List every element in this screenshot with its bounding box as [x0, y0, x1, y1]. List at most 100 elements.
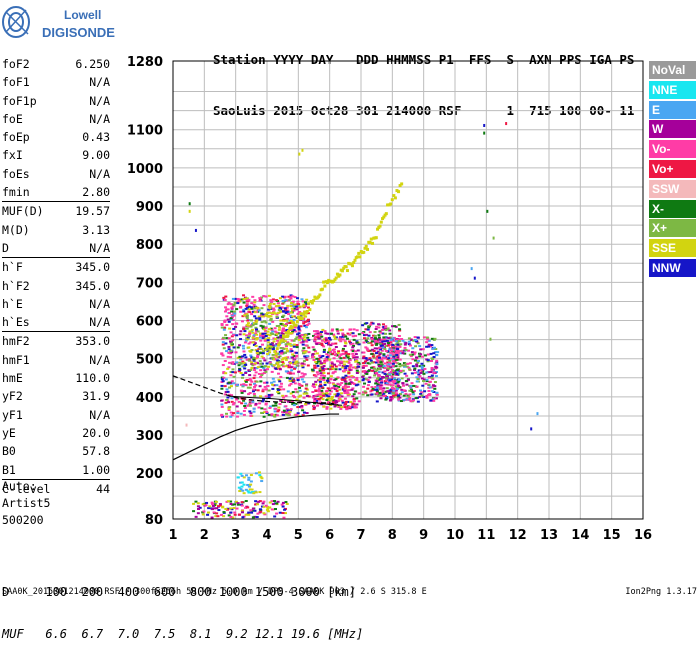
- sse-trace-point: [382, 215, 386, 219]
- echo-point: [282, 314, 286, 317]
- echo-point: [338, 395, 342, 398]
- echo-point: [318, 354, 322, 357]
- echo-point: [240, 504, 244, 507]
- echo-point: [220, 323, 224, 326]
- echo-point: [362, 351, 366, 354]
- echo-point: [293, 296, 297, 299]
- param-separator: [2, 331, 110, 333]
- echo-point: [430, 386, 434, 389]
- sse-trace-point: [323, 284, 327, 288]
- echo-point: [332, 399, 336, 402]
- echo-point: [326, 379, 330, 382]
- echo-point: [240, 391, 244, 394]
- echo-point: [281, 330, 285, 333]
- sse-trace-point: [310, 301, 314, 305]
- echo-point: [383, 342, 387, 345]
- echo-point: [387, 337, 391, 340]
- echo-point: [231, 503, 235, 506]
- echo-point: [234, 297, 238, 300]
- echo-point: [389, 354, 393, 357]
- echo-point: [399, 343, 403, 346]
- echo-point: [229, 507, 233, 510]
- echo-point: [374, 343, 378, 346]
- echo-point: [351, 387, 355, 390]
- echo-point: [306, 312, 310, 315]
- echo-point: [392, 355, 396, 358]
- echo-point: [383, 338, 387, 341]
- sse-trace-point: [397, 190, 401, 194]
- echo-point: [418, 345, 422, 348]
- echo-point: [242, 333, 246, 336]
- echo-point: [370, 389, 374, 392]
- echo-point: [333, 405, 337, 408]
- echo-point: [259, 369, 263, 372]
- echo-point: [245, 299, 249, 302]
- echo-point: [258, 317, 262, 320]
- echo-point: [272, 340, 276, 343]
- echo-point: [412, 393, 416, 396]
- echo-point: [266, 507, 270, 510]
- echo-point: [380, 358, 384, 361]
- echo-point: [433, 387, 437, 390]
- param-name: yF1: [2, 407, 23, 422]
- echo-point: [221, 341, 225, 344]
- echo-point: [332, 348, 336, 351]
- echo-point: [321, 374, 325, 377]
- echo-point: [196, 512, 200, 515]
- echo-point: [220, 405, 224, 408]
- echo-point: [340, 406, 344, 409]
- echo-point: [231, 339, 235, 342]
- echo-point: [431, 358, 435, 361]
- param-row: h`F2 345.0: [2, 277, 110, 295]
- echo-point: [387, 367, 391, 370]
- echo-point: [268, 344, 272, 347]
- echo-point: [386, 369, 390, 372]
- echo-point: [261, 332, 265, 335]
- echo-point: [357, 392, 361, 395]
- echo-point: [320, 342, 324, 345]
- y-tick-label: 1000: [127, 162, 163, 177]
- echo-point: [385, 382, 389, 385]
- echo-point: [201, 513, 205, 516]
- echo-point: [251, 490, 255, 493]
- echo-point: [282, 388, 286, 391]
- echo-point: [244, 371, 248, 374]
- sparse-point: [470, 267, 473, 271]
- echo-point: [346, 392, 350, 395]
- echo-point: [355, 372, 359, 375]
- echo-point: [391, 325, 395, 328]
- echo-point: [260, 480, 264, 483]
- echo-point: [319, 377, 323, 380]
- echo-point: [409, 355, 413, 358]
- echo-point: [386, 375, 390, 378]
- echo-point: [380, 329, 384, 332]
- echo-point: [313, 335, 317, 338]
- echo-point: [379, 386, 383, 389]
- echo-point: [291, 300, 295, 303]
- sse-trace-point: [280, 338, 284, 342]
- echo-point: [268, 347, 272, 350]
- echo-point: [393, 351, 397, 354]
- echo-point: [414, 340, 418, 343]
- echo-point: [241, 344, 245, 347]
- echo-point: [247, 513, 251, 516]
- echo-point: [331, 401, 335, 404]
- echo-point: [301, 366, 305, 369]
- echo-point: [307, 346, 311, 349]
- sse-trace-point: [400, 182, 404, 186]
- echo-point: [333, 363, 337, 366]
- param-name: yE: [2, 425, 16, 440]
- echo-point: [226, 318, 230, 321]
- echo-point: [236, 297, 240, 300]
- sse-trace-point: [304, 311, 308, 315]
- y-tick-label: 800: [136, 238, 163, 253]
- echo-point: [370, 340, 374, 343]
- echo-point: [226, 355, 230, 358]
- echo-point: [295, 308, 299, 311]
- echo-point: [287, 313, 291, 316]
- echo-point: [281, 323, 285, 326]
- echo-point: [349, 381, 353, 384]
- echo-point: [351, 350, 355, 353]
- echo-point: [231, 318, 235, 321]
- echo-point: [387, 344, 391, 347]
